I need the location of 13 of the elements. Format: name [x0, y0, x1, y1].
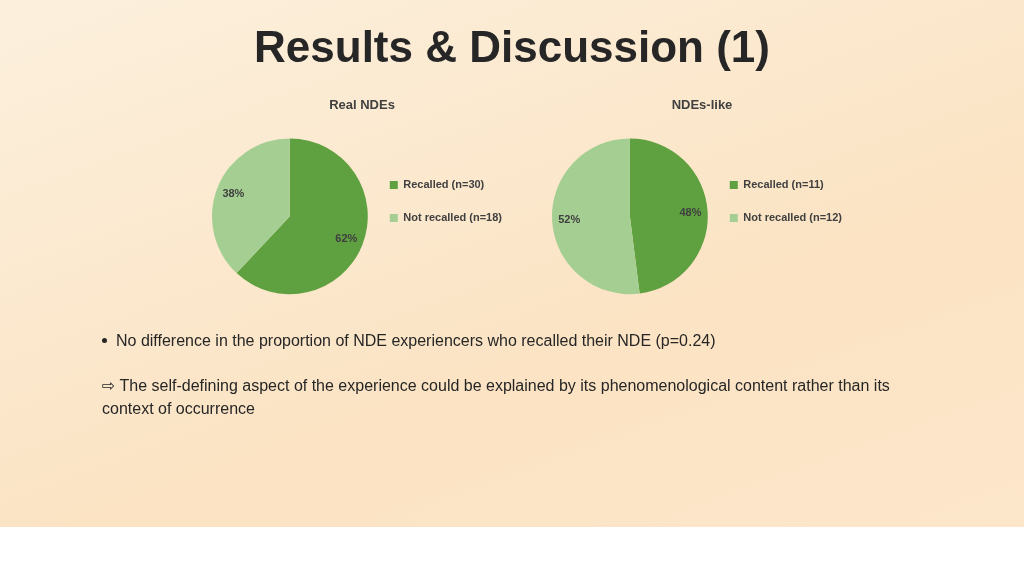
chart-title: NDEs-like: [671, 97, 733, 113]
text: ⇨ The self-defining aspect of the experience could be explained by its phenomenological content rather than its context of occurrence: [102, 376, 891, 419]
data-label: 38%: [222, 186, 245, 199]
data-label: 48%: [679, 205, 702, 218]
text: Results & Discussion (1): [253, 21, 771, 72]
legend-label: Recalled (n=30): [403, 178, 485, 191]
text: No difference in the proportion of NDE experiencers who recalled their NDE (p=0.24): [116, 331, 716, 351]
legend-label: Not recalled (n=18): [403, 211, 503, 224]
legend-label: Recalled (n=11): [743, 178, 825, 191]
legend-label: Not recalled (n=12): [743, 211, 843, 224]
chart-title: Real NDEs: [329, 97, 395, 113]
data-label: 62%: [335, 231, 358, 244]
data-label: 52%: [558, 213, 581, 226]
